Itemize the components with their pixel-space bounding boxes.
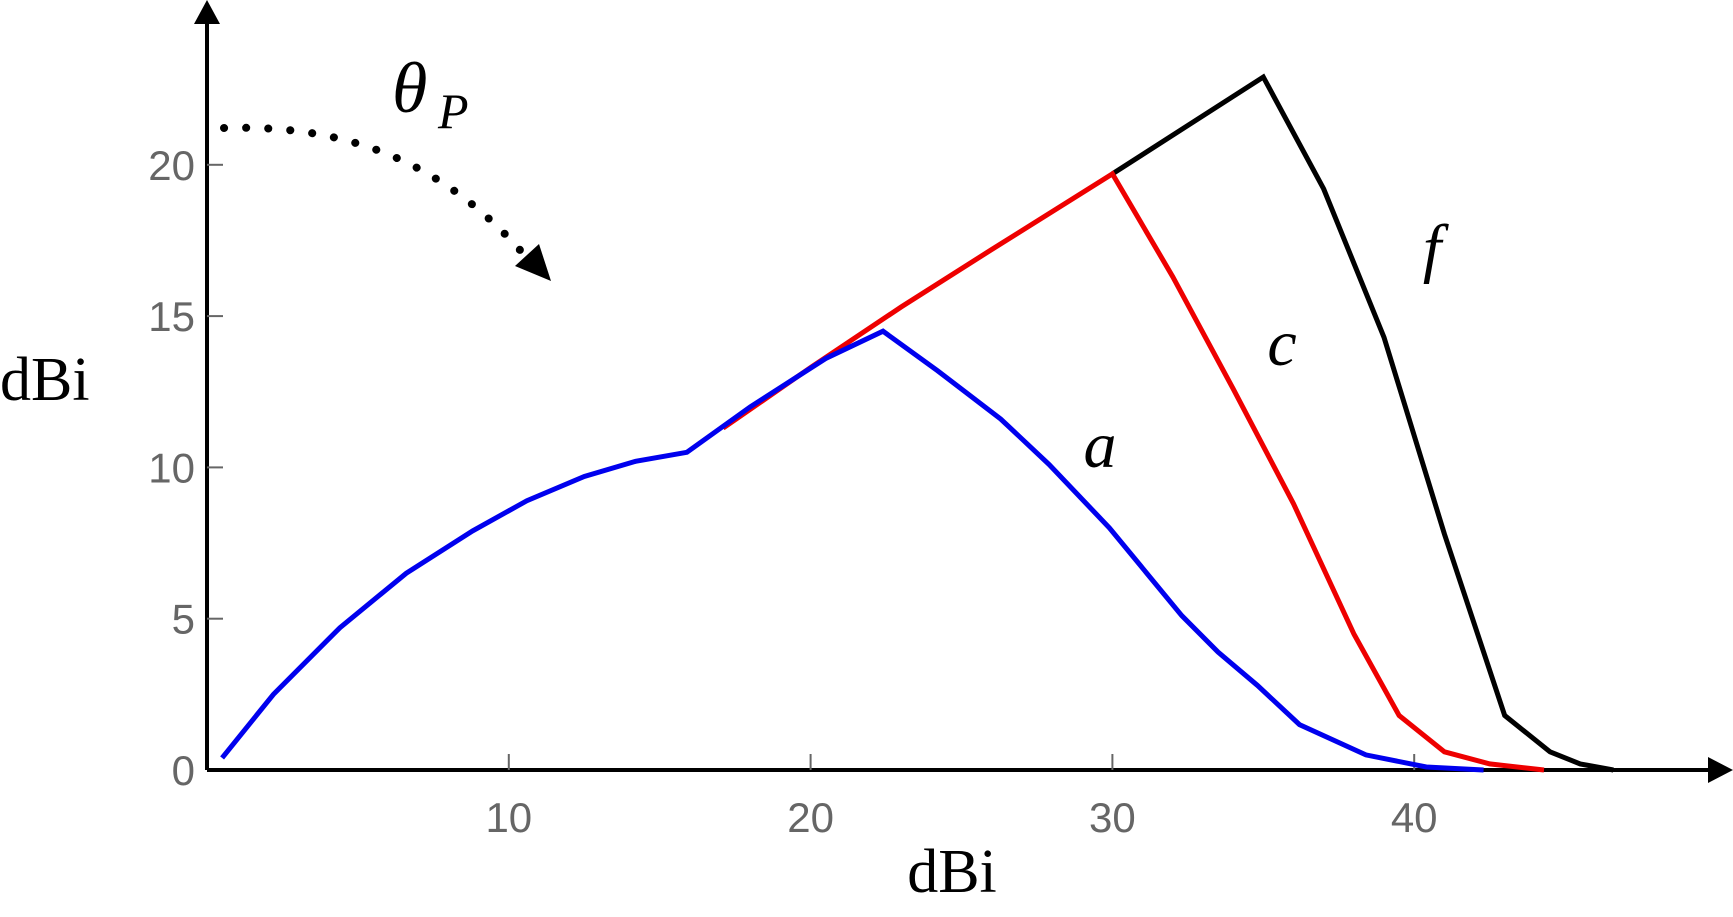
y-tick-label: 20 [148, 142, 195, 189]
x-ticks: 10 20 30 40 [485, 754, 1438, 841]
series-line-a [220, 328, 1484, 773]
dotted-arrow-head-icon [515, 244, 551, 281]
y-tick-label: 5 [172, 596, 195, 643]
x-tick-label: 30 [1089, 794, 1136, 841]
y-axis-title: dBi [0, 346, 90, 414]
curve-label-c: c [1267, 307, 1296, 380]
dotted-arrow-path [220, 123, 524, 254]
x-axis-title: dBi [907, 838, 997, 906]
x-tick-label: 40 [1391, 794, 1438, 841]
series-line-c [721, 170, 1545, 773]
y-tick-label: 10 [148, 444, 195, 491]
theta-subscript: P [437, 83, 469, 139]
series-line-f [1111, 73, 1614, 773]
series-group [220, 73, 1614, 773]
y-ticks: 0 5 10 15 20 [148, 142, 223, 794]
theta-symbol: θ [392, 48, 427, 128]
y-tick-label: 15 [148, 293, 195, 340]
curve-label-f: f [1423, 212, 1449, 285]
theta-annotation: θ P [220, 48, 551, 281]
x-axis-arrow-icon [1708, 757, 1733, 783]
x-tick-label: 20 [787, 794, 834, 841]
y-axis-arrow-icon [194, 0, 220, 24]
curve-label-a: a [1084, 409, 1117, 482]
y-tick-label: 0 [172, 747, 195, 794]
x-tick-label: 10 [485, 794, 532, 841]
